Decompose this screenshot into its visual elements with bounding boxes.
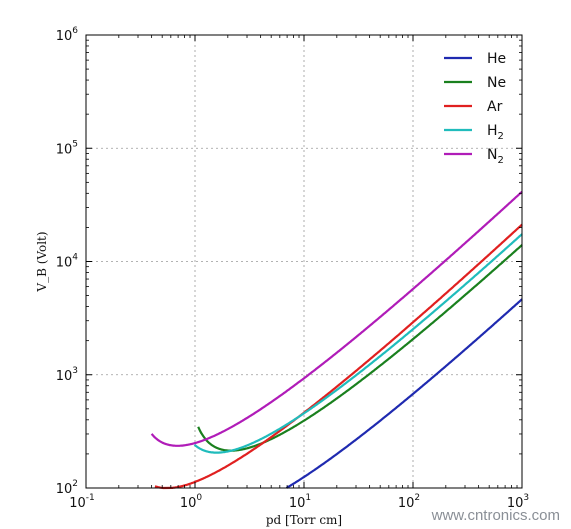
legend-item-he: He bbox=[444, 51, 506, 67]
x-tick-label: 10-1 bbox=[69, 493, 95, 511]
x-tick-label: 103 bbox=[507, 493, 529, 511]
tick-labels: 10-1 100 101 102 103 102 103 104 105 106 bbox=[56, 26, 529, 511]
y-tick-label: 105 bbox=[56, 139, 78, 157]
legend-label: Ar bbox=[487, 99, 503, 115]
legend-item-n2: N2 bbox=[444, 147, 504, 166]
series-line-he bbox=[285, 298, 523, 489]
legend-label: H2 bbox=[487, 123, 504, 142]
legend-label: He bbox=[487, 51, 506, 67]
x-axis-label: pd [Torr cm] bbox=[266, 513, 342, 527]
y-axis-label: V_B (Volt) bbox=[35, 231, 49, 292]
y-tick-label: 102 bbox=[56, 479, 78, 497]
x-tick-label: 102 bbox=[398, 493, 420, 511]
legend: He Ne Ar H2 N2 bbox=[444, 51, 506, 166]
y-tick-label: 104 bbox=[56, 253, 79, 271]
y-tick-label: 103 bbox=[56, 366, 78, 384]
series-line-ar bbox=[154, 223, 523, 490]
series-line-n2 bbox=[150, 190, 523, 447]
grid bbox=[86, 35, 522, 488]
legend-item-ne: Ne bbox=[444, 75, 506, 91]
series-line-h2 bbox=[193, 233, 523, 454]
x-tick-label: 101 bbox=[289, 493, 311, 511]
series-layer bbox=[150, 190, 523, 490]
legend-item-ar: Ar bbox=[444, 99, 503, 115]
ticks bbox=[85, 34, 523, 489]
x-tick-label: 100 bbox=[180, 493, 203, 511]
legend-label: N2 bbox=[487, 147, 504, 166]
legend-item-h2: H2 bbox=[444, 123, 504, 142]
legend-label: Ne bbox=[487, 75, 506, 91]
y-tick-label: 106 bbox=[56, 26, 79, 44]
watermark-text: www.cntronics.com bbox=[431, 507, 560, 524]
series-line-ne bbox=[197, 244, 523, 452]
